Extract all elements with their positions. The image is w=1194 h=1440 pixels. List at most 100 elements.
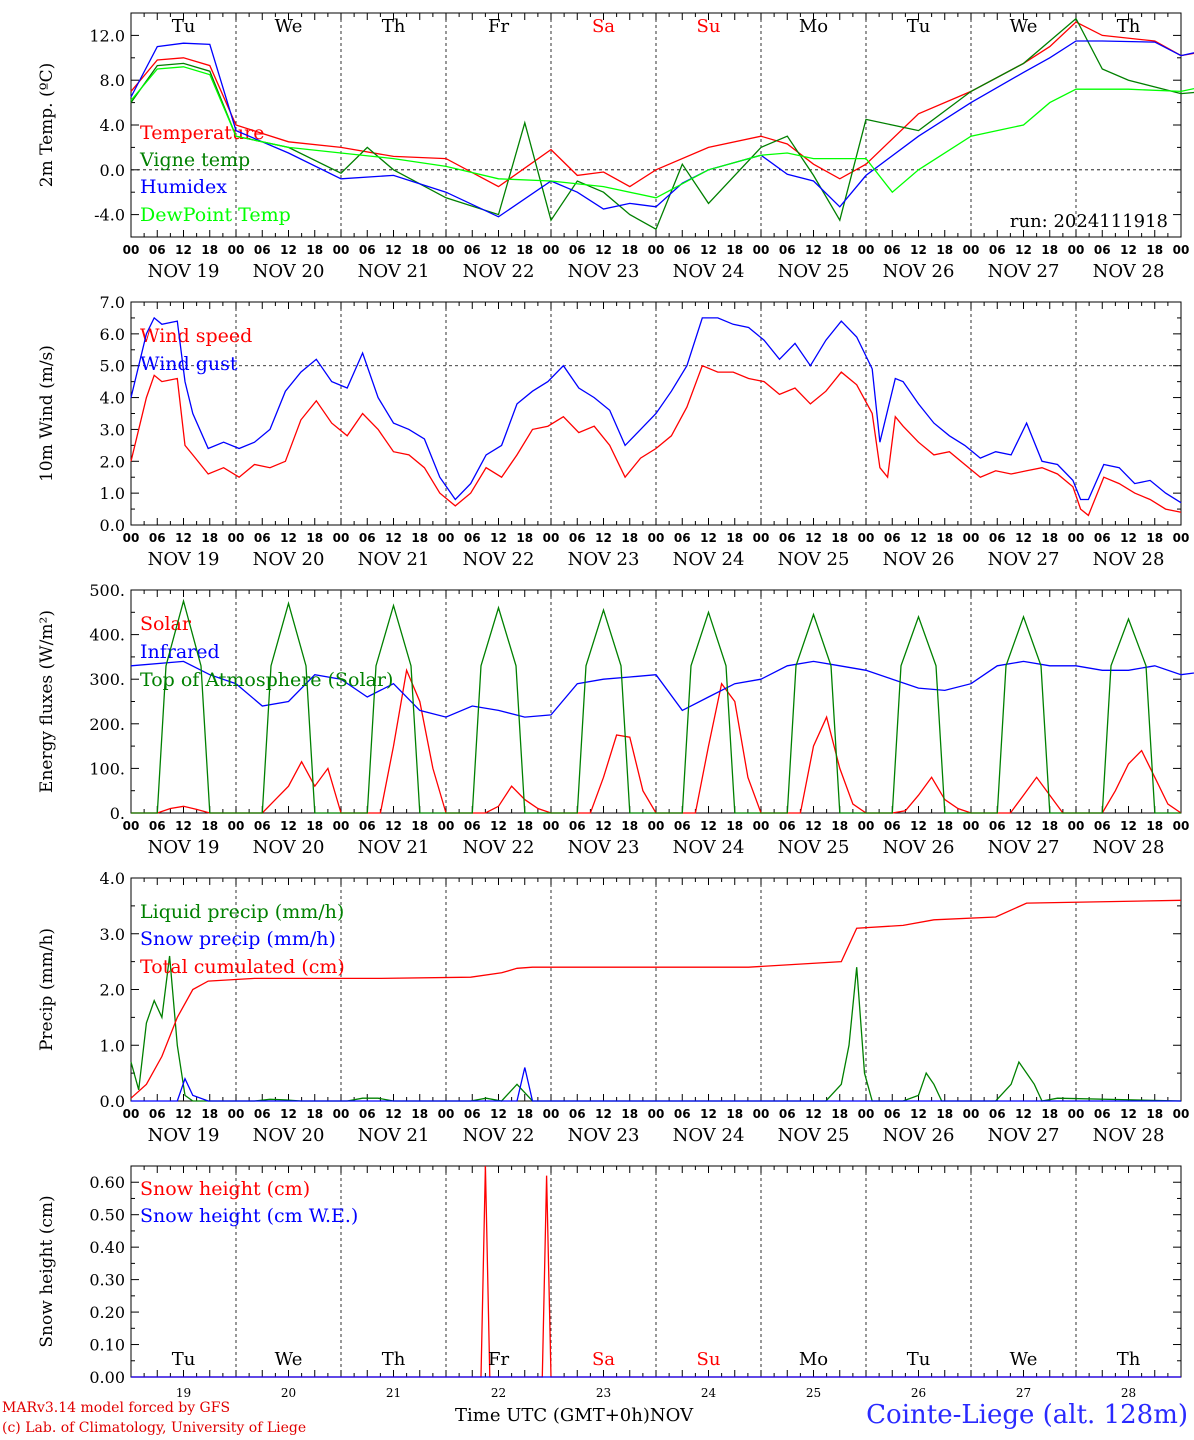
y-axis-title: Energy fluxes (W/m²) xyxy=(37,610,57,793)
hour-tick-label: 12 xyxy=(490,531,507,545)
day-label: NOV 26 xyxy=(883,549,955,570)
day-label: NOV 22 xyxy=(463,549,535,570)
hour-tick-label: 12 xyxy=(490,1107,507,1121)
hour-tick-label: 06 xyxy=(149,1107,166,1121)
panel-wind: 0.0 1.0 2.0 3.0 4.0 5.0 6.0 7.0 10m Wind (m/s) Wi… xyxy=(37,293,1189,570)
hour-tick-label: 12 xyxy=(1120,531,1137,545)
day-label: NOV 25 xyxy=(778,1125,850,1146)
hour-tick-label: 18 xyxy=(411,531,428,545)
hour-tick-label: 18 xyxy=(621,1107,638,1121)
hour-tick-label: 18 xyxy=(621,243,638,257)
hour-tick-label: 12 xyxy=(595,1107,612,1121)
day-label: NOV 20 xyxy=(253,549,325,570)
hour-tick-label: 18 xyxy=(1041,243,1058,257)
hour-tick-label: 12 xyxy=(595,531,612,545)
legend-entry: Total cumulated (cm) xyxy=(140,956,345,978)
hour-tick-label: 00 xyxy=(1068,243,1085,257)
hour-tick-label: 06 xyxy=(359,819,376,833)
day-label: NOV 24 xyxy=(673,837,745,858)
hour-tick-label: 00 xyxy=(228,243,245,257)
hour-tick-label: 00 xyxy=(753,531,770,545)
lab-credit: (c) Lab. of Climatology, University of L… xyxy=(2,1420,307,1436)
day-label: NOV 28 xyxy=(1093,837,1165,858)
hour-tick-label: 12 xyxy=(490,819,507,833)
hour-tick-label: 12 xyxy=(700,531,717,545)
y-tick-label: 0.60 xyxy=(89,1173,125,1192)
panel-temperature: -4.0 0.0 4.0 8.0 12.0 2m Temp. (ºC) Temperatur… xyxy=(37,12,1194,282)
series-line-wind-speed xyxy=(130,364,1182,517)
hour-tick-label: 00 xyxy=(1173,531,1190,545)
legend-entry: DewPoint Temp xyxy=(140,204,291,226)
weekday-label-bottom: Th xyxy=(1117,1349,1141,1370)
meteogram: -4.0 0.0 4.0 8.0 12.0 2m Temp. (ºC) Temperatur… xyxy=(37,12,1194,1400)
hour-tick-label: 06 xyxy=(674,243,691,257)
panel-snow: 0.00 0.10 0.20 0.30 0.40 0.50 0.60 Snow height … xyxy=(37,1165,1182,1387)
hour-tick-label: 12 xyxy=(1120,243,1137,257)
y-tick-label: 400. xyxy=(89,626,125,645)
hour-tick-label: 12 xyxy=(175,1107,192,1121)
day-label: NOV 20 xyxy=(253,261,325,282)
y-tick-label: 500. xyxy=(89,581,125,600)
hour-tick-label: 06 xyxy=(569,819,586,833)
day-label: NOV 21 xyxy=(358,261,430,282)
hour-tick-label: 00 xyxy=(543,243,560,257)
hour-tick-label: 00 xyxy=(1068,819,1085,833)
hour-tick-label: 12 xyxy=(595,243,612,257)
day-number-label: 21 xyxy=(386,1386,401,1400)
day-label: NOV 23 xyxy=(568,1125,640,1146)
day-label: NOV 26 xyxy=(883,1125,955,1146)
hour-tick-label: 12 xyxy=(805,243,822,257)
day-label: NOV 25 xyxy=(778,549,850,570)
hour-tick-label: 12 xyxy=(700,819,717,833)
hour-tick-label: 06 xyxy=(779,531,796,545)
hour-tick-label: 12 xyxy=(280,819,297,833)
hour-tick-label: 06 xyxy=(254,243,271,257)
y-tick-label: 4.0 xyxy=(100,869,125,888)
hour-tick-label: 00 xyxy=(333,243,350,257)
day-label: NOV 26 xyxy=(883,837,955,858)
day-label: NOV 23 xyxy=(568,261,640,282)
hour-tick-label: 18 xyxy=(831,819,848,833)
hour-tick-label: 12 xyxy=(910,531,927,545)
series-line-vigne-temp xyxy=(130,17,1194,231)
hour-tick-label: 00 xyxy=(123,819,140,833)
location-label: Cointe-Liege (alt. 128m) xyxy=(866,1400,1188,1430)
hour-tick-label: 12 xyxy=(1015,1107,1032,1121)
hour-tick-label: 06 xyxy=(884,243,901,257)
hour-tick-label: 00 xyxy=(858,531,875,545)
legend-entry: Snow precip (mm/h) xyxy=(140,928,336,950)
hour-tick-label: 18 xyxy=(306,243,323,257)
weekday-label-bottom: Mo xyxy=(799,1349,828,1370)
hour-tick-label: 12 xyxy=(490,243,507,257)
hour-tick-label: 00 xyxy=(1173,1107,1190,1121)
hour-tick-label: 18 xyxy=(1041,1107,1058,1121)
weekday-label-bottom: Sa xyxy=(592,1349,615,1370)
hour-tick-label: 06 xyxy=(464,243,481,257)
hour-tick-label: 00 xyxy=(963,819,980,833)
day-label: NOV 19 xyxy=(148,1125,220,1146)
hour-tick-label: 06 xyxy=(779,243,796,257)
hour-tick-label: 18 xyxy=(516,1107,533,1121)
hour-tick-label: 00 xyxy=(858,819,875,833)
hour-tick-label: 18 xyxy=(411,1107,428,1121)
hour-tick-label: 00 xyxy=(333,531,350,545)
y-tick-label: 4.0 xyxy=(100,389,125,408)
hour-tick-label: 00 xyxy=(543,1107,560,1121)
hour-tick-label: 12 xyxy=(1015,243,1032,257)
hour-tick-label: 12 xyxy=(910,819,927,833)
hour-tick-label: 12 xyxy=(175,243,192,257)
y-tick-label: 3.0 xyxy=(100,420,125,439)
hour-tick-label: 00 xyxy=(543,819,560,833)
hour-tick-label: 00 xyxy=(963,1107,980,1121)
y-axis-title: Snow height (cm) xyxy=(37,1195,57,1347)
hour-tick-label: 18 xyxy=(831,531,848,545)
hour-tick-label: 06 xyxy=(1094,531,1111,545)
day-label: NOV 23 xyxy=(568,549,640,570)
hour-tick-label: 06 xyxy=(674,531,691,545)
hour-tick-label: 12 xyxy=(805,819,822,833)
day-label: NOV 28 xyxy=(1093,261,1165,282)
hour-tick-label: 12 xyxy=(805,531,822,545)
hour-tick-label: 00 xyxy=(963,243,980,257)
hour-tick-label: 00 xyxy=(963,531,980,545)
hour-tick-label: 06 xyxy=(674,819,691,833)
